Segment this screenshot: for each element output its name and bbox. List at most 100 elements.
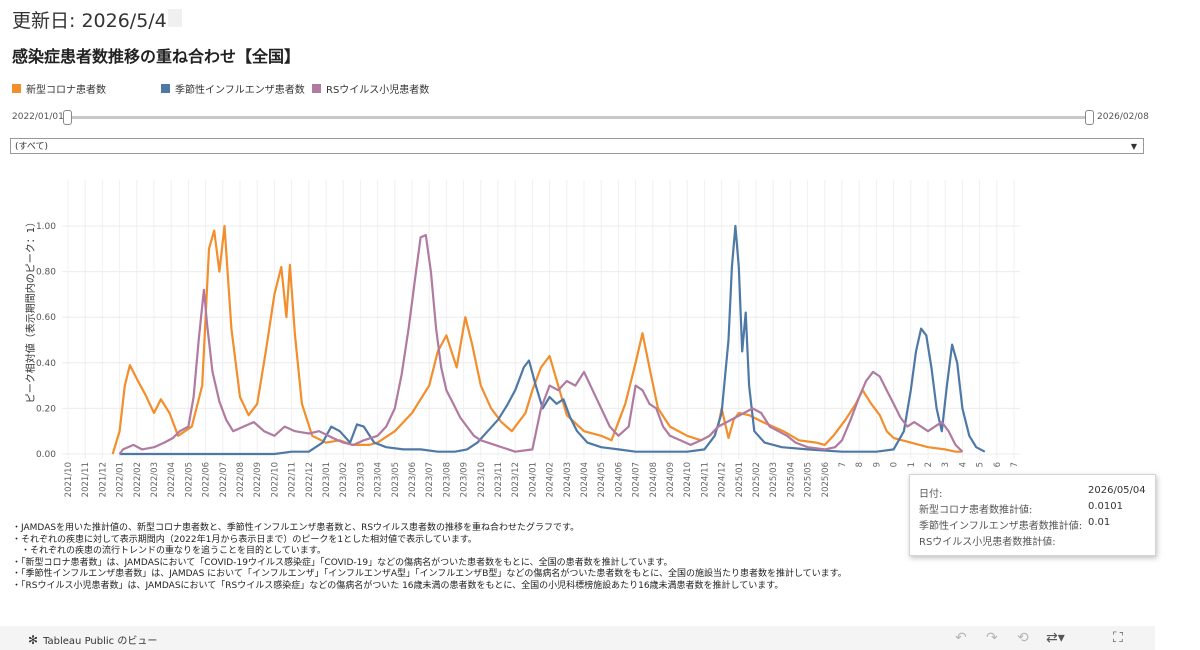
x-tick-label: 2025/06 bbox=[821, 462, 831, 497]
x-tick-label: 2023/07 bbox=[425, 462, 435, 497]
x-tick-label: 2023/01 bbox=[322, 462, 332, 497]
notes: ・JAMDASを用いた推計値の、新型コロナ患者数と、季節性インフルエンザ患者数と… bbox=[12, 523, 847, 593]
x-tick-label: 2024/01 bbox=[528, 462, 538, 497]
x-tick-label: 2022/09 bbox=[253, 462, 263, 497]
tooltip-covid-value: 0.0101 bbox=[1088, 501, 1123, 512]
y-tick-label: 0.20 bbox=[36, 404, 56, 414]
y-tick-label: 1.00 bbox=[36, 222, 56, 232]
x-tick-label: 2025/05 bbox=[804, 462, 814, 497]
tooltip-rsv-label: RSウイルス小児患者数推計値: bbox=[919, 537, 1056, 548]
x-tick-label: 2022/10 bbox=[270, 462, 280, 497]
updated-date: 更新日: 2026/5/4 bbox=[12, 10, 167, 32]
x-tick-label: 0 bbox=[890, 462, 900, 467]
tableau-footer-label: Tableau Public のビュー bbox=[43, 636, 158, 647]
x-tick-label: 2023/06 bbox=[408, 462, 418, 497]
x-tick-label: 2022/06 bbox=[202, 462, 212, 497]
x-tick-label: 2024/07 bbox=[632, 462, 642, 497]
series-line-rsv bbox=[118, 234, 964, 455]
y-tick-label: 0.80 bbox=[36, 268, 56, 278]
x-tick-label: 2023/10 bbox=[477, 462, 487, 497]
tableau-logo-icon: ✻ bbox=[28, 632, 39, 647]
x-axis-ticks: 2021/10 2021/11 2021/12 2022/01 2022/02 2022/… bbox=[64, 462, 1020, 497]
x-tick-label: 1 bbox=[907, 462, 917, 467]
note-line: ・「新型コロナ患者数」は、JAMDASにおいて「COVID-19ウイルス感染症」… bbox=[12, 557, 673, 568]
legend-swatch-covid bbox=[12, 84, 21, 93]
tooltip-flu-label: 季節性インフルエンザ患者数推計値: bbox=[919, 521, 1083, 532]
x-tick-label: 2021/11 bbox=[81, 462, 91, 497]
x-tick-label: 6 bbox=[993, 462, 1003, 467]
x-tick-label: 2023/02 bbox=[339, 462, 349, 497]
slider-end-handle[interactable] bbox=[1085, 110, 1094, 125]
x-tick-label: 3 bbox=[941, 462, 951, 467]
x-tick-label: 2024/08 bbox=[649, 462, 659, 497]
x-tick-label: 2024/06 bbox=[614, 462, 624, 497]
x-tick-label: 2024/02 bbox=[546, 462, 556, 497]
x-tick-label: 2022/05 bbox=[184, 462, 194, 497]
page-title: 感染症患者数推移の重ね合わせ【全国】 bbox=[12, 47, 301, 66]
x-tick-label: 2023/03 bbox=[356, 462, 366, 497]
x-tick-label: 2025/02 bbox=[752, 462, 762, 497]
x-tick-label: 2023/11 bbox=[494, 462, 504, 497]
x-tick-label: 2021/12 bbox=[98, 462, 108, 497]
x-tick-label: 2025/04 bbox=[786, 462, 796, 497]
y-tick-label: 0.60 bbox=[36, 313, 56, 323]
x-tick-label: 2023/08 bbox=[442, 462, 452, 497]
x-tick-label: 7 bbox=[1010, 462, 1020, 467]
dropdown-selected: (すべて) bbox=[15, 142, 49, 152]
y-tick-label: 0.00 bbox=[36, 450, 56, 460]
x-tick-label: 2024/04 bbox=[580, 462, 590, 497]
note-line: ・それぞれの疾患の流行トレンドの重なりを追うことを目的としています。 bbox=[12, 546, 326, 557]
x-tick-label: 2023/05 bbox=[391, 462, 401, 497]
tooltip-covid-label: 新型コロナ患者数推計値: bbox=[919, 505, 1033, 516]
legend-label-rsv: RSウイルス小児患者数 bbox=[326, 85, 430, 96]
x-tick-label: 2021/10 bbox=[64, 462, 74, 497]
x-tick-label: 2022/04 bbox=[167, 462, 177, 497]
x-tick-label: 2022/07 bbox=[219, 462, 229, 497]
x-tick-label: 2022/03 bbox=[150, 462, 160, 497]
y-tick-label: 0.40 bbox=[36, 359, 56, 369]
slider-end-label: 2026/02/08 bbox=[1097, 112, 1149, 122]
series-line-flu bbox=[119, 224, 986, 456]
note-line: ・JAMDASを用いた推計値の、新型コロナ患者数と、季節性インフルエンザ患者数と… bbox=[12, 523, 580, 533]
x-tick-label: 2022/02 bbox=[133, 462, 143, 497]
chart-tooltip: 日付: 2026/05/04 新型コロナ患者数推計値: 0.0101 季節性イン… bbox=[909, 474, 1156, 556]
redo-icon[interactable]: ↷ bbox=[986, 630, 998, 646]
x-tick-label: 7 bbox=[838, 462, 848, 467]
legend-item-rsv[interactable]: RSウイルス小児患者数 bbox=[312, 81, 429, 96]
x-tick-label: 2022/08 bbox=[236, 462, 246, 497]
fullscreen-icon[interactable]: ⛶ bbox=[1113, 630, 1123, 646]
chevron-down-icon: ▼ bbox=[1130, 142, 1137, 151]
x-tick-label: 2025/01 bbox=[735, 462, 745, 497]
slider-start-label: 2022/01/01 bbox=[12, 112, 64, 122]
tooltip-flu-value: 0.01 bbox=[1088, 517, 1111, 528]
revert-icon[interactable]: ⟲ bbox=[1017, 630, 1029, 646]
x-tick-label: 8 bbox=[855, 462, 865, 467]
x-tick-label: 2 bbox=[924, 462, 934, 467]
legend-swatch-flu bbox=[161, 84, 170, 93]
x-tick-label: 2022/12 bbox=[305, 462, 315, 497]
disease-filter-dropdown[interactable]: (すべて) ▼ bbox=[10, 138, 1144, 154]
x-tick-label: 2023/04 bbox=[374, 462, 384, 497]
x-tick-label: 2023/09 bbox=[460, 462, 470, 497]
note-line: ・「季節性インフルエンザ患者数」は、JAMDAS において「インフルエンザ」「イ… bbox=[12, 569, 847, 580]
x-tick-label: 2025/03 bbox=[769, 462, 779, 497]
slider-start-handle[interactable] bbox=[63, 110, 72, 125]
x-tick-label: 5 bbox=[976, 462, 986, 467]
share-icon[interactable]: ⇄▾ bbox=[1046, 630, 1065, 646]
x-tick-label: 4 bbox=[958, 462, 968, 467]
legend-swatch-rsv bbox=[312, 84, 321, 93]
note-line: ・それぞれの疾患に対して表示期間内（2022年1月から表示日まで）のピークを1と… bbox=[12, 534, 477, 545]
tooltip-date-value: 2026/05/04 bbox=[1088, 485, 1146, 496]
undo-icon[interactable]: ↶ bbox=[955, 630, 967, 646]
y-axis-label: ピーク相対値（表示期間内のピーク：1） bbox=[24, 217, 37, 403]
line-chart[interactable]: 0.00 0.20 0.40 0.60 0.80 1.00 2021/10 2021/11 2… bbox=[0, 170, 1200, 520]
legend-item-flu[interactable]: 季節性インフルエンザ患者数 bbox=[161, 81, 305, 96]
x-tick-label: 2022/11 bbox=[288, 462, 298, 497]
x-tick-label: 2024/05 bbox=[597, 462, 607, 497]
legend-item-covid[interactable]: 新型コロナ患者数 bbox=[12, 81, 106, 96]
x-tick-label: 2024/11 bbox=[700, 462, 710, 497]
date-range-slider[interactable] bbox=[68, 116, 1090, 119]
x-tick-label: 2024/10 bbox=[683, 462, 693, 497]
legend-label-covid: 新型コロナ患者数 bbox=[26, 85, 106, 96]
tableau-public-link[interactable]: ✻ Tableau Public のビュー bbox=[28, 632, 158, 648]
